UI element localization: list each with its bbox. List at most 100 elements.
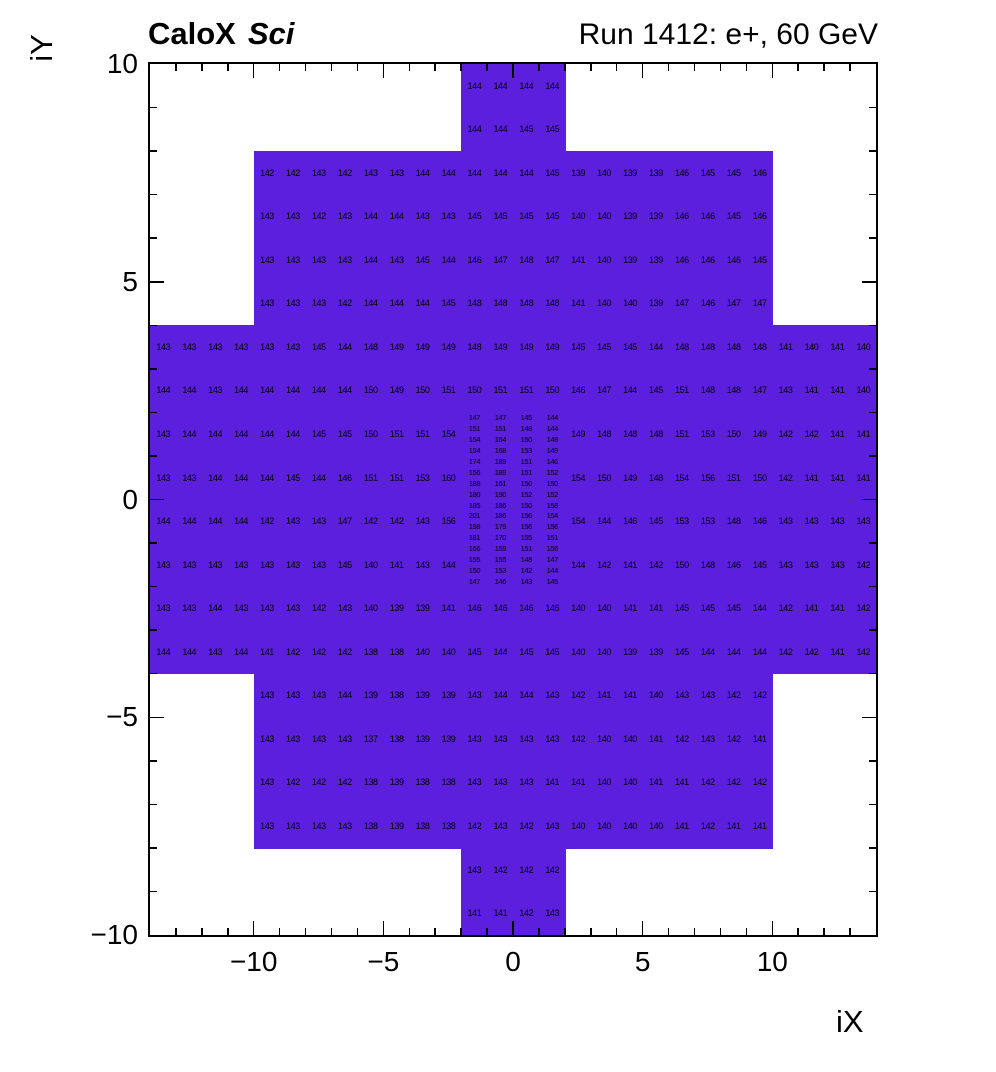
heatmap-cell: 146 <box>668 151 696 196</box>
heatmap-cell: 143 <box>175 455 203 501</box>
heatmap-cell: 144 <box>305 455 333 501</box>
tick-mark <box>150 237 157 239</box>
heatmap-cell: 144 <box>694 630 722 675</box>
heatmap-cell: 143 <box>201 630 229 675</box>
heatmap-cell: 143 <box>253 673 281 718</box>
heatmap-cell: 142 <box>798 412 825 457</box>
heatmap-cell: 147 <box>487 238 514 283</box>
heatmap-cell: 145 <box>305 325 333 370</box>
tick-mark <box>150 193 157 196</box>
heatmap-cell: 142 <box>305 760 333 806</box>
heatmap-cell: 146 <box>461 238 488 283</box>
heatmap-cell: 139 <box>642 281 670 326</box>
heatmap-cell: 138 <box>357 804 385 849</box>
heatmap-cell: 142 <box>668 717 696 762</box>
heatmap-cell: 141 <box>746 804 773 849</box>
tick-mark <box>175 64 177 71</box>
heatmap-cell: 138 <box>383 673 410 718</box>
heatmap-cell: 141 <box>668 804 696 849</box>
heatmap-cell: 143 <box>253 281 281 326</box>
heatmap-cell: 143 <box>331 586 359 631</box>
heatmap-cell: 155 <box>461 553 488 566</box>
tick-mark <box>278 928 281 935</box>
heatmap-cell: 143 <box>175 543 203 588</box>
heatmap-cell: 148 <box>513 238 540 283</box>
heatmap-cell: 190 <box>487 488 514 501</box>
heatmap-cell: 147 <box>538 238 566 283</box>
heatmap-cell: 145 <box>513 412 540 424</box>
heatmap-cell: 143 <box>305 281 333 326</box>
heatmap-cell: 188 <box>461 477 488 490</box>
heatmap-cell: 151 <box>435 368 462 414</box>
tick-mark <box>512 64 514 78</box>
heatmap-cell: 142 <box>357 499 385 544</box>
heatmap-cell: 143 <box>513 717 540 762</box>
tick-mark <box>862 498 876 501</box>
tick-mark <box>564 64 566 71</box>
heatmap-cell: 143 <box>253 760 281 806</box>
heatmap-cell: 143 <box>279 281 307 326</box>
heatmap-cell: 142 <box>253 499 281 544</box>
heatmap-cell: 144 <box>538 564 566 577</box>
heatmap-cell: 140 <box>357 586 385 631</box>
heatmap-cell: 145 <box>564 325 592 370</box>
heatmap-cell: 144 <box>279 412 307 457</box>
heatmap-cell: 146 <box>668 194 696 239</box>
heatmap-cell: 145 <box>538 107 566 152</box>
heatmap-cell: 148 <box>513 423 540 435</box>
heatmap-cell: 139 <box>409 673 436 718</box>
heatmap-cell: 142 <box>564 673 592 718</box>
heatmap-cell: 142 <box>590 543 618 588</box>
heatmap-cell: 143 <box>850 499 876 544</box>
tick-mark <box>693 928 696 935</box>
tick-mark <box>150 760 157 762</box>
tick-mark <box>356 928 359 935</box>
heatmap-cell: 140 <box>590 760 618 806</box>
heatmap-cell: 143 <box>279 717 307 762</box>
heatmap-cell: 143 <box>487 717 514 762</box>
heatmap-cell: 143 <box>461 847 488 893</box>
heatmap-cell: 143 <box>175 586 203 631</box>
heatmap-cell: 144 <box>331 673 359 718</box>
heatmap-cell: 143 <box>538 717 566 762</box>
heatmap-cell: 145 <box>538 194 566 239</box>
heatmap-cell: 140 <box>590 804 618 849</box>
plot-frame: 144 144 144 144 144 144 145 145 142 142 143 142 143 1… <box>148 62 878 937</box>
tick-mark <box>797 64 799 71</box>
heatmap-cell: 140 <box>564 194 592 239</box>
heatmap-cell: 142 <box>513 804 540 849</box>
heatmap-cell: 143 <box>461 717 488 762</box>
heatmap-cell: 151 <box>668 368 696 414</box>
heatmap-cell: 144 <box>642 325 670 370</box>
tick-mark <box>745 64 748 71</box>
heatmap-cell: 145 <box>513 194 540 239</box>
heatmap-cell: 149 <box>564 412 592 457</box>
heatmap-cell: 143 <box>150 412 177 457</box>
heatmap-cell: 143 <box>538 891 566 935</box>
heatmap-cell: 144 <box>227 455 255 501</box>
heatmap-cell: 145 <box>746 238 773 283</box>
y-tick-label: −10 <box>90 919 139 950</box>
heatmap-cell: 143 <box>824 499 851 544</box>
heatmap-cell: 144 <box>201 586 229 631</box>
heatmap-cell: 155 <box>513 532 540 544</box>
heatmap-cell: 150 <box>720 412 748 457</box>
heatmap-cell: 141 <box>746 717 773 762</box>
heatmap-cell: 150 <box>538 368 566 414</box>
heatmap-cell: 150 <box>409 368 436 414</box>
x-tick-label: 10 <box>756 946 788 977</box>
tick-mark <box>434 928 436 935</box>
heatmap-cell: 144 <box>201 412 229 457</box>
heatmap-cell: 146 <box>331 455 359 501</box>
heatmap-cell: 143 <box>487 804 514 849</box>
heatmap-cell: 145 <box>513 107 540 152</box>
heatmap-cell: 139 <box>616 194 644 239</box>
heatmap-cell: 139 <box>383 586 410 631</box>
heatmap-cell: 140 <box>616 804 644 849</box>
heatmap-cell: 143 <box>824 543 851 588</box>
heatmap-cell: 150 <box>461 368 488 414</box>
heatmap-cell: 143 <box>331 194 359 239</box>
heatmap-cell: 186 <box>487 499 514 512</box>
heatmap-cell: 141 <box>564 281 592 326</box>
